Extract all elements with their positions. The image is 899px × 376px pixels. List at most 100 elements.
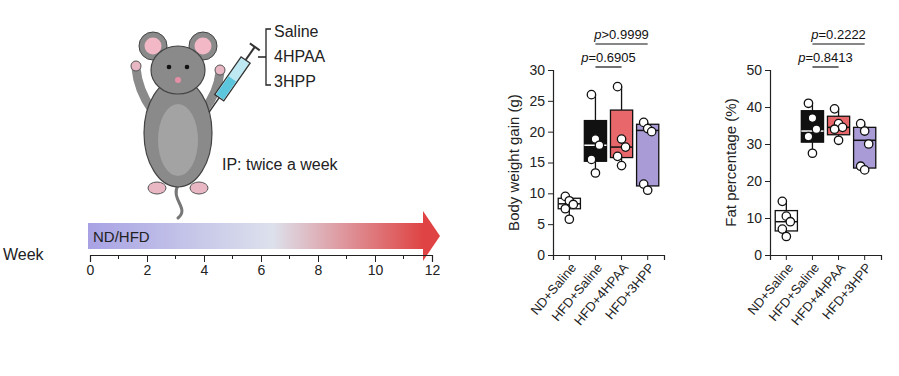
box-group [637,118,659,194]
timeline-tick-mark [318,255,319,262]
timeline-tick: 12 [425,255,441,278]
timeline-tick-mark [90,255,91,262]
whisker-upper [621,87,622,110]
x-tick: HFD+3HPP [819,255,874,322]
significance-label: p=0.6905 [580,50,636,65]
y-tick-mark [765,107,770,108]
timeline-tick-mark [261,255,262,262]
y-tick: 20 [529,124,553,140]
data-point [587,155,595,163]
data-point [830,125,838,133]
y-tick: 30 [529,62,553,78]
timeline-tick: 2 [144,255,152,278]
timeline-tick: 8 [315,255,323,278]
mouse-head [151,46,205,94]
data-point [838,123,846,131]
timeline-label: Week [3,246,45,263]
syringe-plunger-cap [250,43,260,50]
box [801,111,823,142]
box-chart: 051015202530Body weight gain (g)ND+Salin… [505,27,665,328]
syringe-plunger [246,47,255,60]
y-tick-mark [548,163,553,164]
plot-marks [775,99,876,241]
data-point [786,218,794,226]
y-tick-mark [765,255,770,256]
x-axis: ND+SalineHFD+SalineHFD+4HPAAHFD+3HPP [527,255,664,328]
syringe [204,43,260,115]
y-tick-mark [548,193,553,194]
y-tick-label: 30 [529,62,545,78]
y-tick-mark [765,218,770,219]
timeline-tick: 10 [368,255,384,278]
timeline-tick-label: 4 [201,262,209,278]
mouse-belly [158,104,198,176]
data-point [812,125,820,133]
data-point [830,105,838,113]
data-point [643,186,651,194]
data-point [587,90,595,98]
mouse-body [144,79,212,187]
y-tick-label: 20 [746,173,762,189]
timeline-arrowhead [423,211,440,261]
data-point [647,127,655,135]
y-tick-label: 10 [746,210,762,226]
significance: p=0.6905 [580,50,636,67]
box-group [610,82,632,169]
timeline-tick-label: 10 [368,262,384,278]
y-tick-label: 0 [537,247,545,263]
data-point [569,200,577,208]
box [610,110,632,157]
y-tick-mark [548,224,553,225]
data-point [613,82,621,90]
timeline-minor-tick [118,255,119,259]
y-tick: 25 [529,93,553,109]
data-point [617,135,625,143]
x-tick-mark [569,255,570,260]
mouse-tail [176,185,182,218]
timeline-tick: 6 [258,255,266,278]
box [827,116,849,135]
data-point [804,132,812,140]
treatment-label: 3HPP [274,73,316,90]
timeline-tick-label: 8 [315,262,323,278]
y-tick-mark [548,101,553,102]
x-tick: HFD+3HPP [602,255,657,322]
timeline-tick-mark [432,255,433,262]
box-group [854,119,876,174]
data-point [782,232,790,240]
y-tick: 10 [529,185,553,201]
box-chart: 01020304050Fat percentage (%)ND+SalineHF… [722,27,882,328]
y-tick-label: 25 [529,93,545,109]
y-tick-label: 5 [537,216,545,232]
timeline-tick-label: 2 [144,262,152,278]
x-tick-mark [621,255,622,260]
syringe-needle [209,98,219,113]
timeline-minor-tick [346,255,347,259]
data-point [565,215,573,223]
mouse-paw [131,61,141,71]
mouse-ear-inner [145,38,162,55]
plot-marks [558,82,659,223]
median [854,140,876,142]
box [584,121,606,162]
timeline-tick: 4 [201,255,209,278]
y-tick: 15 [529,154,553,170]
data-point [808,149,816,157]
significance: p>0.9999 [593,27,649,44]
data-point [804,99,812,107]
data-point [778,197,786,205]
significance-bracket [812,43,864,44]
syringe-barrel [215,57,250,101]
x-tick-mark [647,255,648,260]
y-tick-mark [765,181,770,182]
timeline-tick-label: 12 [425,262,441,278]
data-point [561,205,569,213]
treatment-label: Saline [274,23,319,40]
y-axis-title: Fat percentage (%) [722,98,739,226]
x-tick-label: HFD+3HPP [819,260,874,322]
data-point [834,136,842,144]
x-tick-mark [838,255,839,260]
y-axis-line [765,71,771,256]
timeline-axis: 024681012 [87,255,441,278]
timeline-tick-mark [147,255,148,262]
